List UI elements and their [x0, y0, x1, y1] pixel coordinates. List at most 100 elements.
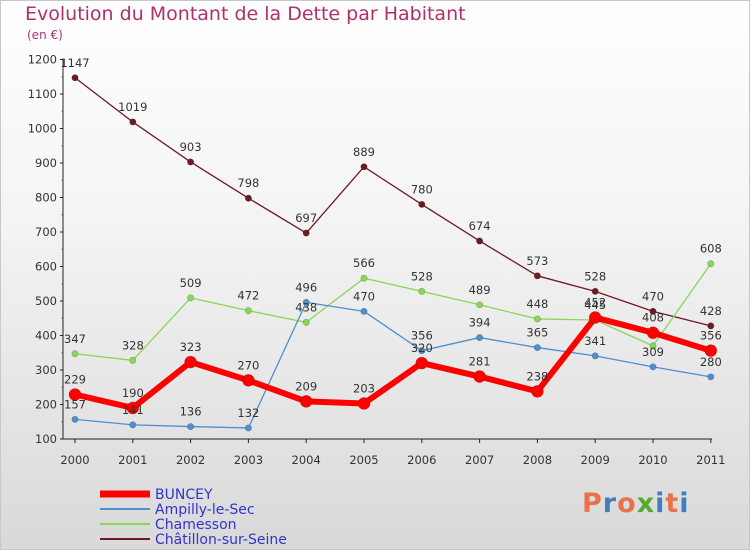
data-point — [415, 356, 429, 370]
data-label: 472 — [237, 289, 259, 303]
y-tick-label: 700 — [35, 225, 57, 239]
data-point — [360, 163, 368, 171]
chart-title: Evolution du Montant de la Dette par Hab… — [25, 3, 466, 25]
data-label: 489 — [469, 283, 491, 297]
data-label: 141 — [122, 403, 144, 417]
data-point — [707, 260, 715, 268]
data-point — [302, 318, 310, 326]
data-label: 328 — [122, 338, 144, 352]
data-label: 889 — [353, 145, 375, 159]
data-label: 309 — [642, 345, 664, 359]
data-point — [533, 344, 541, 352]
data-point — [533, 315, 541, 323]
data-label: 323 — [180, 340, 202, 354]
data-point — [649, 342, 657, 350]
data-label: 136 — [180, 405, 202, 419]
series-lines — [68, 74, 718, 432]
data-label: 157 — [64, 397, 86, 411]
x-tick-label: 2005 — [349, 453, 378, 467]
data-point — [418, 200, 426, 208]
data-point — [299, 395, 313, 408]
chart-subtitle: (en €) — [27, 28, 63, 42]
data-point — [533, 272, 541, 280]
y-tick-label: 500 — [35, 294, 57, 308]
data-point — [71, 350, 79, 358]
data-label: 509 — [180, 276, 202, 290]
data-point — [707, 373, 715, 381]
data-point — [591, 352, 599, 360]
data-labels: 1147 1019 903 798 697 889 780 674 573 528 470 428 34… — [60, 56, 721, 420]
y-tick-label: 1100 — [28, 87, 57, 101]
data-point — [129, 118, 137, 126]
data-point — [71, 415, 79, 423]
data-label: 496 — [295, 280, 317, 294]
data-point — [302, 229, 310, 237]
y-tick-label: 200 — [35, 398, 57, 412]
data-label: 697 — [295, 211, 317, 225]
data-point — [649, 307, 657, 315]
data-point — [591, 287, 599, 295]
data-point — [418, 347, 426, 355]
series-line — [74, 77, 711, 327]
proxiti-logo: Proxiti — [582, 488, 690, 519]
x-tick-label: 2011 — [696, 453, 725, 467]
y-tick-label: 1200 — [28, 53, 57, 67]
data-point — [244, 307, 252, 315]
data-point — [242, 374, 255, 387]
data-label: 452 — [584, 296, 606, 310]
data-label: 448 — [526, 297, 548, 311]
axes: 100 200 300 400 500 600 700 800 900 1000 1100 1200 2… — [28, 53, 726, 468]
data-point — [187, 294, 195, 302]
y-tick-label: 300 — [35, 363, 57, 377]
data-label: 320 — [411, 341, 433, 355]
x-tick-label: 2007 — [465, 453, 494, 467]
data-point — [68, 388, 82, 401]
series-line — [74, 301, 711, 429]
data-label: 573 — [526, 254, 548, 268]
data-label: 209 — [295, 379, 317, 393]
data-label: 1019 — [118, 100, 147, 114]
data-point — [126, 401, 140, 415]
data-label: 428 — [700, 304, 722, 318]
data-point — [187, 158, 195, 166]
data-point — [71, 74, 79, 82]
x-tick-label: 2003 — [234, 453, 263, 467]
data-point — [357, 397, 371, 410]
legend: BUNCEYAmpilly-le-SecChamessonChâtillon-s… — [100, 487, 287, 548]
data-point — [360, 307, 368, 315]
legend-label: Ampilly-le-Sec — [155, 502, 255, 518]
data-label: 341 — [584, 334, 606, 348]
data-point — [588, 311, 602, 324]
data-point — [360, 274, 368, 282]
data-point — [531, 385, 544, 398]
data-label: 528 — [584, 269, 606, 283]
data-point — [129, 356, 137, 364]
y-tick-label: 1000 — [28, 122, 57, 136]
x-tick-label: 2001 — [118, 453, 147, 467]
legend-label: Chamesson — [155, 517, 237, 533]
data-label: 445 — [584, 298, 606, 312]
data-point — [418, 287, 426, 295]
data-label: 394 — [469, 316, 491, 330]
legend-label: Châtillon-sur-Seine — [155, 532, 287, 548]
data-label: 270 — [237, 358, 259, 372]
data-label: 280 — [700, 355, 722, 369]
x-tick-label: 2004 — [292, 453, 321, 467]
data-label: 356 — [700, 329, 722, 343]
data-label: 132 — [237, 406, 259, 420]
data-label: 438 — [295, 300, 317, 314]
y-tick-label: 400 — [35, 329, 57, 343]
y-tick-label: 900 — [35, 156, 57, 170]
y-tick-label: 100 — [35, 432, 57, 446]
data-label: 281 — [469, 355, 491, 369]
x-tick-label: 2008 — [523, 453, 552, 467]
y-tick-label: 800 — [35, 191, 57, 205]
data-point — [476, 334, 484, 342]
data-label: 903 — [180, 140, 202, 154]
data-point — [473, 370, 486, 383]
data-point — [129, 421, 137, 429]
data-label: 566 — [353, 256, 375, 270]
data-label: 229 — [64, 372, 86, 386]
data-label: 798 — [237, 176, 259, 190]
